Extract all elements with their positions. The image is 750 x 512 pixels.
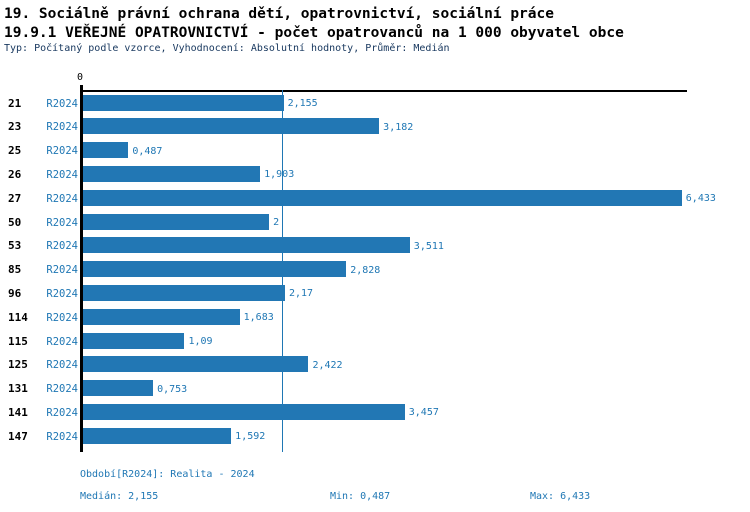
- bar: [83, 189, 682, 206]
- bar: [83, 118, 380, 135]
- row-period-label: R2024: [46, 287, 78, 300]
- row-id-label: 85: [8, 263, 22, 277]
- footer-period-legend: Období[R2024]: Realita - 2024: [80, 469, 255, 480]
- row-period-label: R2024: [46, 216, 78, 229]
- bar: [83, 142, 129, 159]
- row-id-label: 27: [8, 191, 22, 205]
- row-period-label: R2024: [46, 359, 78, 372]
- bar-value-label: 2,828: [350, 264, 381, 276]
- row-id-label: 141: [8, 405, 28, 419]
- row-id-label: 114: [8, 310, 28, 324]
- bar: [83, 308, 240, 325]
- bar-value-label: 2: [273, 217, 280, 228]
- chart-subtitle-type-info: Typ: Počítaný podle vzorce, Vyhodnocení:…: [4, 43, 450, 54]
- row-id-label: 125: [8, 358, 28, 372]
- row-id-label: 115: [8, 334, 28, 348]
- bar: [83, 213, 270, 230]
- bar-value-label: 3,511: [413, 240, 444, 252]
- bar: [83, 403, 405, 420]
- row-id-label: 147: [8, 429, 28, 443]
- row-period-label: R2024: [46, 145, 78, 158]
- bar: [83, 94, 284, 111]
- row-id-label: 23: [8, 120, 22, 134]
- bar-value-label: 2,155: [287, 98, 318, 109]
- bar-value-label: 6,433: [685, 193, 716, 205]
- x-axis-top-line: [82, 90, 687, 92]
- row-period-label: R2024: [46, 430, 78, 443]
- bar-value-label: 3,457: [408, 407, 439, 419]
- bar-value-label: 0,753: [157, 383, 188, 395]
- bar: [83, 165, 261, 182]
- bar: [83, 380, 154, 397]
- row-id-label: 131: [8, 382, 28, 396]
- bar-value-label: 1,09: [188, 336, 213, 347]
- row-id-label: 53: [8, 239, 22, 253]
- bar-value-label: 1,592: [235, 431, 266, 443]
- row-period-label: R2024: [46, 335, 78, 348]
- bar: [83, 237, 410, 254]
- bar-value-label: 1,683: [243, 312, 274, 324]
- bar: [83, 332, 185, 349]
- bar-value-label: 2,422: [312, 359, 343, 371]
- row-period-label: R2024: [46, 406, 78, 419]
- row-id-label: 25: [8, 144, 22, 158]
- row-period-label: R2024: [46, 311, 78, 324]
- row-period-label: R2024: [46, 383, 78, 396]
- footer-median-value: Medián: 2,155: [80, 491, 159, 502]
- row-id-label: 21: [8, 96, 22, 110]
- bar: [83, 284, 285, 301]
- chart-title-line-2: 19.9.1 VEŘEJNÉ OPATROVNICTVÍ - počet opa…: [4, 25, 624, 41]
- y-axis-line: [80, 85, 83, 452]
- bar-value-label: 2,17: [288, 288, 314, 300]
- bar-value-label: 1,903: [264, 169, 295, 181]
- footer-min-value: Min: 0,487: [330, 491, 391, 502]
- bar: [83, 427, 232, 444]
- x-axis-zero-tick-label: 0: [76, 72, 84, 83]
- footer-max-value: Max: 6,433: [530, 491, 591, 502]
- bar-value-label: 0,487: [132, 145, 163, 157]
- row-period-label: R2024: [46, 168, 78, 181]
- row-period-label: R2024: [46, 97, 78, 110]
- row-period-label: R2024: [46, 121, 78, 134]
- row-id-label: 50: [8, 215, 22, 229]
- row-period-label: R2024: [46, 240, 78, 253]
- bar: [83, 356, 309, 373]
- row-period-label: R2024: [46, 264, 78, 277]
- bar: [83, 261, 347, 278]
- row-id-label: 26: [8, 167, 22, 181]
- row-id-label: 96: [8, 286, 22, 300]
- row-period-label: R2024: [46, 192, 78, 205]
- chart-title-line-1: 19. Sociálně právní ochrana dětí, opatro…: [4, 6, 554, 22]
- bar-value-label: 3,182: [383, 121, 414, 133]
